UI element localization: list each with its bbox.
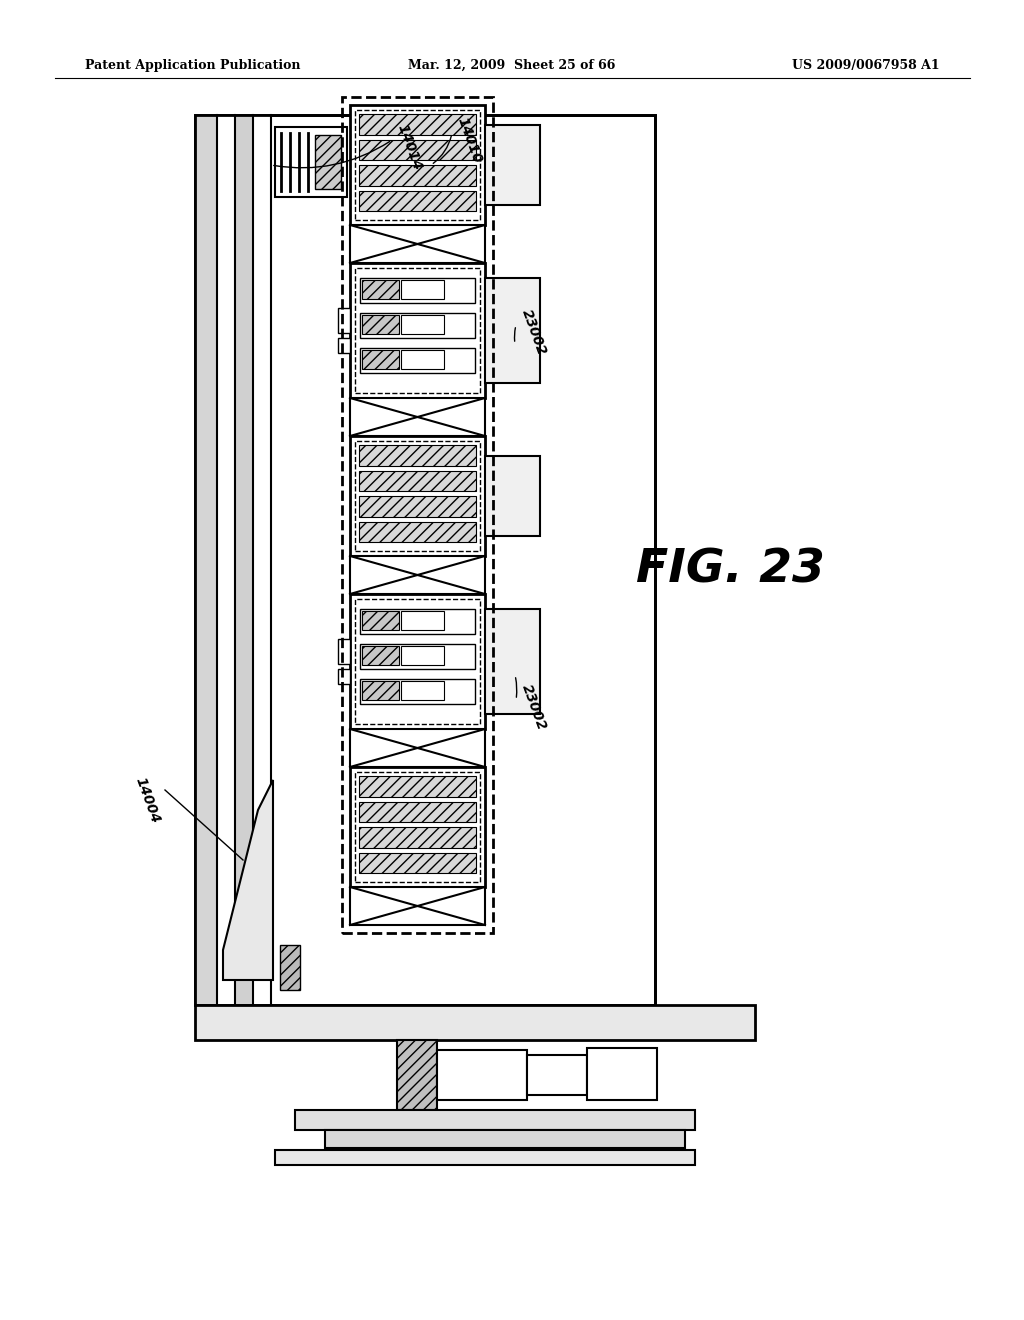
Polygon shape	[223, 780, 273, 979]
Bar	[360, 644, 475, 668]
Text: US 2009/0067958 A1: US 2009/0067958 A1	[793, 58, 940, 71]
Bar	[360, 313, 475, 338]
Bar	[338, 308, 350, 333]
Bar	[359, 496, 476, 517]
Bar	[350, 436, 485, 556]
Bar	[350, 594, 485, 729]
Bar	[359, 828, 476, 847]
Bar	[485, 609, 540, 714]
Bar	[359, 114, 476, 135]
Bar	[350, 399, 485, 436]
Bar	[195, 115, 217, 1005]
Bar	[275, 127, 347, 197]
Bar	[350, 556, 485, 594]
Bar	[362, 350, 399, 370]
Bar	[359, 165, 476, 186]
Bar	[359, 521, 476, 543]
Text: 14010: 14010	[455, 115, 484, 165]
Bar	[401, 611, 444, 630]
Bar	[355, 268, 480, 393]
Bar	[234, 115, 253, 1005]
Bar	[338, 338, 350, 352]
Text: 14004: 14004	[132, 775, 162, 825]
Bar	[401, 645, 444, 665]
Bar	[397, 1040, 437, 1110]
Bar	[362, 681, 399, 700]
Bar	[401, 315, 444, 334]
Bar	[195, 1005, 755, 1040]
Bar	[587, 1048, 657, 1100]
Bar	[359, 776, 476, 797]
Bar	[485, 279, 540, 383]
Bar	[350, 224, 485, 263]
Bar	[355, 599, 480, 723]
Bar	[195, 115, 655, 1005]
Bar	[280, 945, 300, 990]
Bar	[362, 280, 399, 300]
Bar	[253, 115, 271, 1005]
Bar	[338, 669, 350, 684]
Bar	[217, 115, 234, 1005]
Bar	[355, 441, 480, 550]
Bar	[360, 279, 475, 302]
Bar	[315, 135, 341, 189]
Bar	[275, 1150, 695, 1166]
Bar	[359, 801, 476, 822]
Bar	[342, 96, 493, 933]
Bar	[360, 348, 475, 372]
Bar	[359, 470, 476, 491]
Bar	[527, 1055, 587, 1096]
Bar	[195, 115, 655, 1005]
Bar	[355, 772, 480, 882]
Bar	[359, 445, 476, 466]
Bar	[437, 1049, 527, 1100]
Bar	[350, 887, 485, 925]
Text: Mar. 12, 2009  Sheet 25 of 66: Mar. 12, 2009 Sheet 25 of 66	[409, 58, 615, 71]
Bar	[325, 1130, 685, 1148]
Bar	[355, 110, 480, 220]
Bar	[350, 729, 485, 767]
Bar	[350, 106, 485, 224]
Bar	[350, 767, 485, 887]
Text: 14014: 14014	[395, 121, 425, 172]
Text: 23002: 23002	[519, 308, 549, 356]
Bar	[350, 263, 485, 399]
Bar	[362, 315, 399, 334]
Text: FIG. 23: FIG. 23	[636, 548, 824, 593]
Bar	[359, 853, 476, 874]
Bar	[295, 1110, 695, 1130]
Text: 23002: 23002	[519, 682, 549, 733]
Bar	[360, 678, 475, 704]
Bar	[338, 639, 350, 664]
Bar	[401, 681, 444, 700]
Bar	[362, 611, 399, 630]
Bar	[359, 190, 476, 211]
Bar	[359, 140, 476, 161]
Bar	[401, 350, 444, 370]
Bar	[360, 609, 475, 634]
Text: Patent Application Publication: Patent Application Publication	[85, 58, 300, 71]
Bar	[485, 455, 540, 536]
Bar	[401, 280, 444, 300]
Bar	[362, 645, 399, 665]
Bar	[485, 125, 540, 205]
